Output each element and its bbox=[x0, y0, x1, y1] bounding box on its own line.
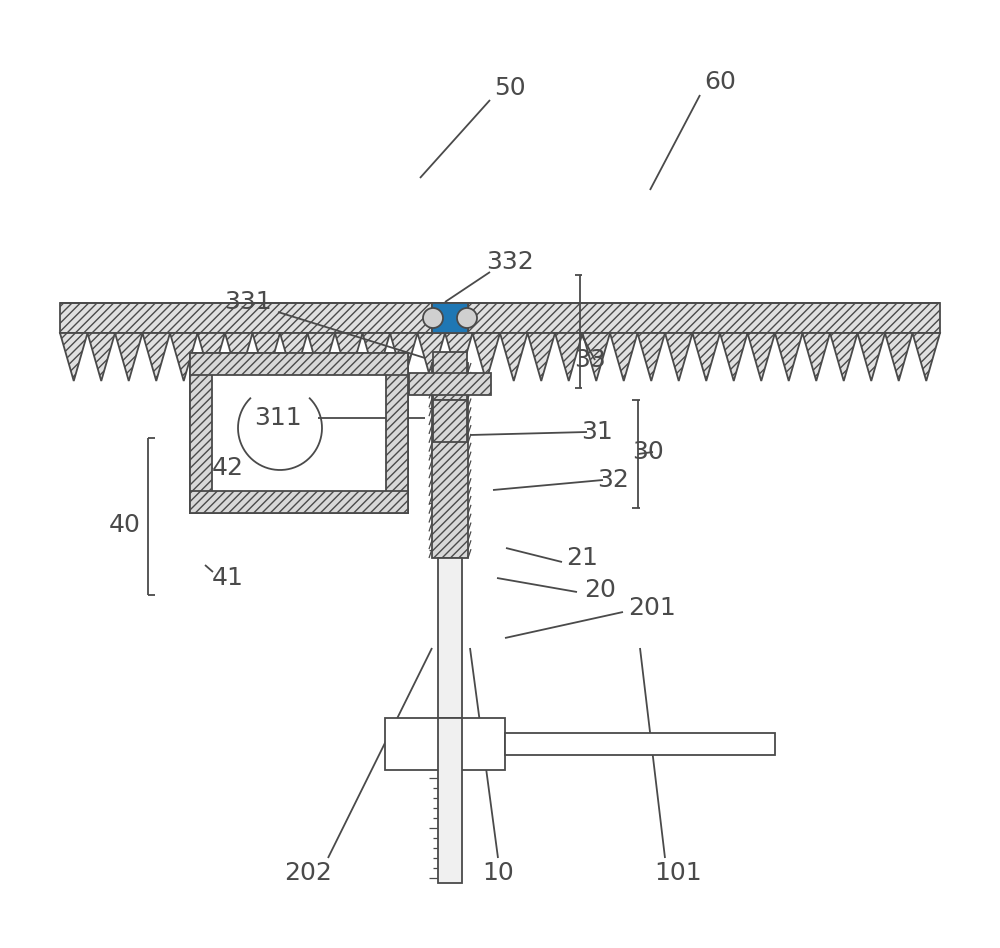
Bar bbox=[385, 718, 505, 770]
Circle shape bbox=[457, 308, 477, 328]
Text: 60: 60 bbox=[704, 70, 736, 94]
Text: 42: 42 bbox=[212, 456, 244, 480]
Text: 311: 311 bbox=[254, 406, 302, 430]
Text: 31: 31 bbox=[581, 420, 613, 444]
Polygon shape bbox=[60, 333, 940, 381]
Bar bbox=[386, 353, 408, 513]
Bar bbox=[432, 303, 468, 333]
Bar bbox=[433, 352, 467, 400]
Bar bbox=[433, 400, 467, 442]
Text: 41: 41 bbox=[212, 566, 244, 590]
Text: 40: 40 bbox=[109, 513, 141, 537]
Text: 21: 21 bbox=[566, 546, 598, 570]
Bar bbox=[190, 353, 212, 513]
Text: 10: 10 bbox=[482, 861, 514, 885]
Bar bbox=[190, 353, 408, 513]
Text: 50: 50 bbox=[494, 76, 526, 100]
Text: 331: 331 bbox=[224, 290, 272, 314]
Bar bbox=[505, 733, 775, 755]
Bar bbox=[438, 558, 462, 718]
Text: 202: 202 bbox=[284, 861, 332, 885]
Bar bbox=[190, 491, 408, 513]
Bar bbox=[438, 718, 462, 883]
Circle shape bbox=[423, 308, 443, 328]
Text: 332: 332 bbox=[486, 250, 534, 274]
Text: 20: 20 bbox=[584, 578, 616, 602]
Text: 33: 33 bbox=[574, 348, 606, 372]
Text: 30: 30 bbox=[632, 440, 664, 464]
Bar bbox=[432, 363, 468, 558]
Bar bbox=[60, 303, 940, 333]
Text: 201: 201 bbox=[628, 596, 676, 620]
Text: 32: 32 bbox=[597, 468, 629, 492]
Bar bbox=[409, 373, 491, 395]
Bar bbox=[190, 353, 408, 375]
Text: 101: 101 bbox=[654, 861, 702, 885]
Bar bbox=[432, 303, 468, 333]
